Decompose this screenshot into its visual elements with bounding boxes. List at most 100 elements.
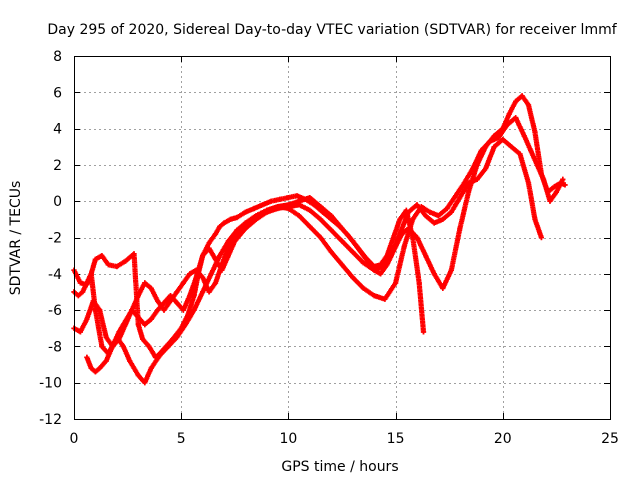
data-point: [148, 316, 154, 322]
data-point: [77, 280, 83, 286]
data-point: [547, 198, 553, 204]
data-point: [427, 209, 433, 215]
data-series: [71, 93, 568, 386]
data-point: [538, 234, 544, 241]
data-point: [234, 214, 240, 221]
data-point: [167, 293, 174, 299]
data-point: [440, 216, 446, 222]
data-point: [251, 205, 257, 212]
data-point: [371, 293, 377, 299]
data-point: [431, 271, 437, 277]
data-point: [127, 358, 133, 364]
y-tick-label: -4: [48, 267, 62, 283]
data-point: [506, 111, 512, 117]
data-point: [540, 176, 547, 182]
data-point: [80, 289, 86, 295]
data-point: [328, 249, 334, 255]
data-point: [525, 180, 532, 186]
data-point: [157, 352, 163, 359]
data-point: [208, 271, 214, 277]
data-point: [88, 271, 94, 277]
data-point: [350, 274, 356, 280]
data-point: [221, 220, 227, 226]
y-tick-label: 2: [53, 158, 62, 174]
data-point: [206, 240, 212, 246]
data-point: [75, 293, 81, 299]
data-point: [296, 202, 302, 208]
x-tick-label: 15: [387, 431, 405, 447]
data-point: [180, 280, 186, 286]
data-point: [253, 216, 259, 222]
y-tick-label: -6: [48, 303, 62, 319]
data-point: [562, 182, 568, 188]
data-point: [513, 98, 519, 104]
data-point: [206, 245, 212, 251]
data-point: [155, 307, 161, 313]
data-point: [200, 274, 206, 280]
data-point: [142, 280, 148, 286]
data-point: [453, 193, 459, 199]
series-track-4: [84, 136, 544, 375]
data-point: [260, 202, 266, 208]
data-point: [120, 343, 126, 349]
y-tick-label: -8: [48, 339, 62, 355]
data-point: [242, 225, 249, 231]
data-point: [307, 207, 313, 213]
data-point: [318, 204, 324, 210]
data-point: [397, 216, 403, 222]
data-point: [92, 256, 98, 262]
data-point: [457, 195, 463, 201]
data-point: [500, 136, 506, 143]
data-point: [99, 253, 105, 259]
data-point: [307, 224, 313, 230]
data-point: [532, 129, 538, 135]
data-point: [148, 365, 154, 371]
data-point: [350, 238, 356, 244]
data-point: [206, 289, 212, 295]
data-point: [401, 244, 407, 250]
data-point: [146, 343, 152, 349]
data-point: [465, 189, 472, 195]
x-tick-label: 20: [494, 431, 512, 447]
data-point: [410, 216, 416, 222]
data-point: [90, 298, 96, 304]
data-point: [84, 280, 90, 286]
data-point: [142, 322, 148, 328]
y-tick-label: 4: [53, 122, 62, 138]
data-point: [182, 322, 189, 328]
data-point: [423, 253, 429, 259]
data-point: [551, 184, 557, 190]
data-point: [268, 198, 274, 204]
axis-ticks: 0 5 10 15 20 25 -12 -10 -8 -6 -4 -2 0 2 4 6 8: [39, 49, 619, 447]
data-point: [212, 280, 219, 286]
data-point: [122, 258, 129, 264]
data-point: [328, 213, 334, 219]
data-point: [431, 220, 437, 226]
data-point: [440, 285, 446, 291]
data-point: [560, 176, 566, 182]
data-point: [174, 300, 180, 306]
data-point: [420, 329, 427, 335]
data-point: [242, 209, 249, 215]
y-tick-label: -10: [39, 376, 62, 392]
x-tick-label: 10: [279, 431, 297, 447]
y-tick-label: -2: [48, 231, 62, 247]
data-point: [97, 365, 103, 371]
y-tick-label: 0: [53, 194, 62, 210]
data-point: [105, 262, 111, 268]
data-point: [122, 318, 129, 324]
data-point: [227, 216, 234, 222]
data-point: [135, 293, 141, 299]
data-point: [103, 358, 109, 364]
data-point: [275, 205, 281, 212]
data-point: [414, 234, 420, 241]
data-point: [382, 296, 388, 302]
data-point: [318, 234, 324, 241]
data-point: [478, 147, 484, 153]
data-point: [487, 138, 493, 144]
data-point: [264, 209, 270, 215]
data-point: [495, 135, 502, 141]
data-point: [140, 336, 146, 342]
data-point: [504, 122, 510, 128]
y-axis-label: SDTVAR / TECUs: [8, 181, 24, 296]
